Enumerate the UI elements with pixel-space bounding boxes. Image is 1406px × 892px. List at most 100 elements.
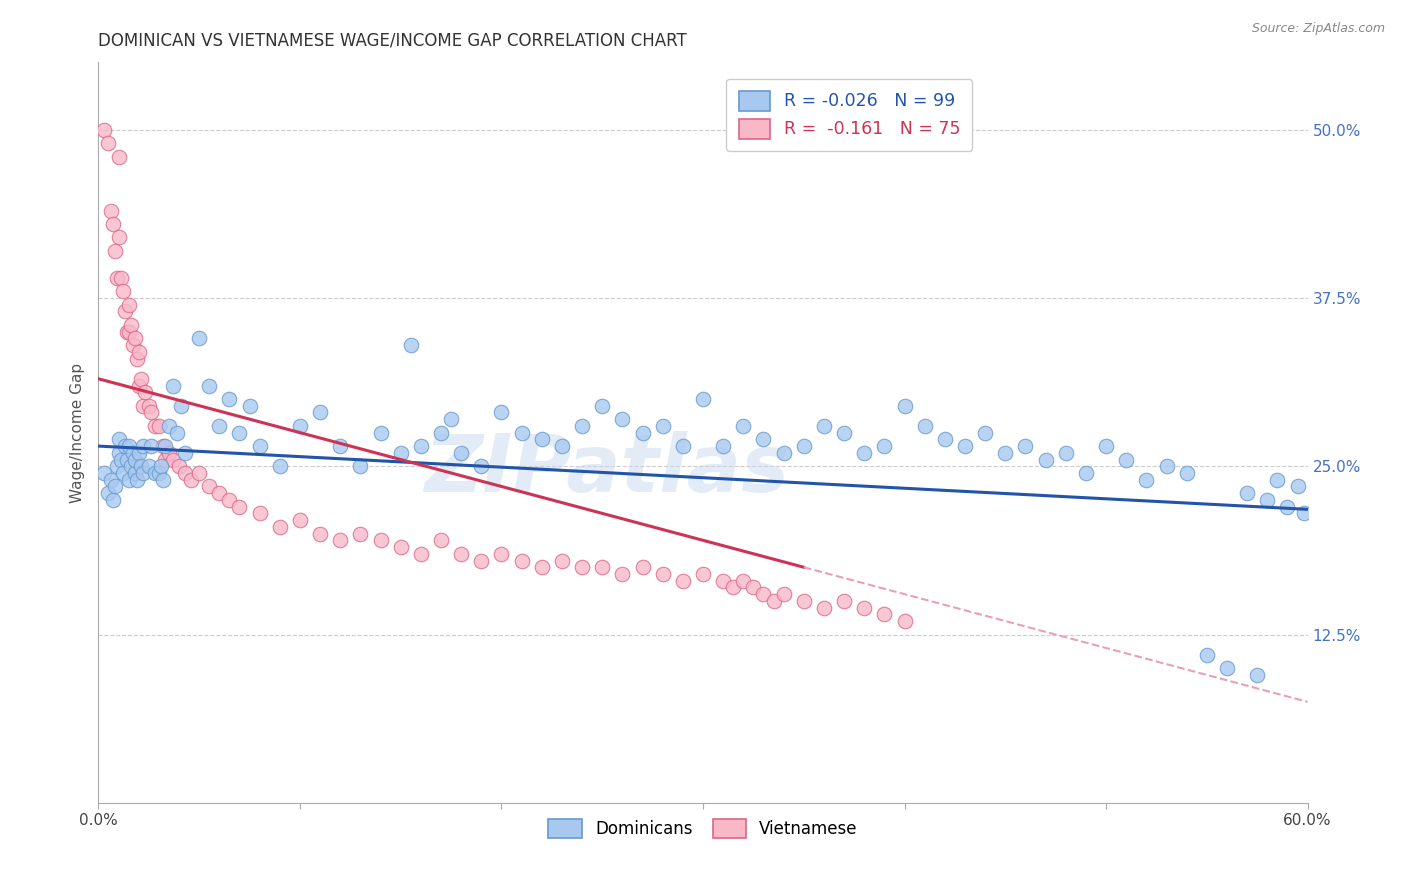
Point [157, 446, 180, 460]
Point [143, 418, 166, 433]
Point [105, 270, 128, 285]
Point [772, 587, 794, 601]
Point [101, 492, 124, 507]
Point [1115, 452, 1137, 467]
Point [309, 526, 332, 541]
Point [692, 566, 714, 581]
Point [733, 418, 755, 433]
Point [198, 378, 221, 392]
Point [742, 581, 765, 595]
Point [114, 304, 136, 318]
Point [389, 540, 412, 554]
Point [1156, 459, 1178, 474]
Point [128, 344, 150, 359]
Point [100, 473, 122, 487]
Point [832, 594, 855, 608]
Point [793, 594, 815, 608]
Point [470, 459, 492, 474]
Point [1074, 466, 1097, 480]
Point [491, 547, 513, 561]
Point [97, 136, 120, 151]
Point [105, 459, 128, 474]
Point [723, 581, 745, 595]
Point [153, 452, 176, 467]
Point [208, 486, 231, 500]
Point [110, 270, 132, 285]
Point [853, 446, 876, 460]
Point [125, 473, 148, 487]
Point [132, 466, 155, 480]
Point [813, 600, 835, 615]
Point [129, 372, 152, 386]
Point [832, 425, 855, 440]
Point [370, 533, 392, 548]
Point [974, 425, 997, 440]
Point [409, 439, 432, 453]
Point [1175, 466, 1198, 480]
Point [208, 418, 231, 433]
Point [97, 486, 120, 500]
Point [157, 418, 180, 433]
Point [125, 351, 148, 366]
Point [651, 566, 673, 581]
Point [100, 203, 122, 218]
Point [672, 574, 695, 588]
Point [180, 473, 202, 487]
Point [309, 405, 332, 419]
Point [162, 378, 184, 392]
Point [198, 479, 221, 493]
Point [174, 446, 197, 460]
Point [651, 418, 673, 433]
Point [111, 285, 134, 299]
Point [120, 318, 142, 332]
Point [239, 399, 262, 413]
Point [1195, 648, 1218, 662]
Point [430, 533, 453, 548]
Point [370, 425, 392, 440]
Point [162, 452, 184, 467]
Point [118, 298, 141, 312]
Point [591, 560, 613, 574]
Point [491, 405, 513, 419]
Point [138, 459, 160, 474]
Point [450, 446, 472, 460]
Point [1236, 486, 1258, 500]
Point [103, 244, 125, 258]
Point [188, 466, 211, 480]
Point [711, 574, 734, 588]
Point [1035, 452, 1057, 467]
Point [124, 466, 146, 480]
Point [269, 459, 291, 474]
Point [107, 230, 129, 244]
Point [591, 399, 613, 413]
Point [174, 466, 197, 480]
Point [228, 425, 250, 440]
Point [132, 439, 155, 453]
Point [107, 150, 129, 164]
Point [1054, 446, 1077, 460]
Point [389, 446, 412, 460]
Point [530, 560, 553, 574]
Point [129, 459, 152, 474]
Point [430, 425, 453, 440]
Point [149, 459, 172, 474]
Point [107, 433, 129, 447]
Point [1256, 492, 1278, 507]
Point [571, 560, 593, 574]
Point [143, 466, 166, 480]
Point [994, 446, 1017, 460]
Point [631, 425, 654, 440]
Point [148, 418, 170, 433]
Point [551, 439, 574, 453]
Point [103, 479, 125, 493]
Legend: Dominicans, Vietnamese: Dominicans, Vietnamese [540, 810, 866, 847]
Point [111, 466, 134, 480]
Point [711, 439, 734, 453]
Point [470, 553, 492, 567]
Point [752, 587, 775, 601]
Point [1267, 473, 1289, 487]
Point [115, 325, 138, 339]
Point [288, 513, 311, 527]
Point [218, 392, 240, 406]
Y-axis label: Wage/Income Gap: Wage/Income Gap [69, 362, 84, 503]
